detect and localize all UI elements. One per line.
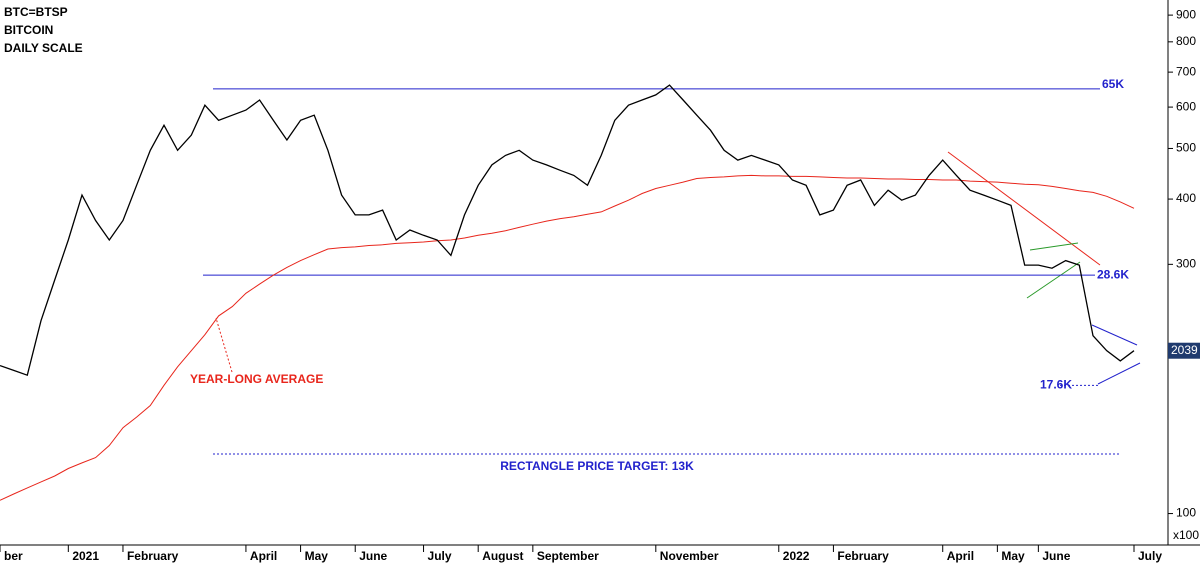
x-tick-label: September: [537, 549, 599, 563]
average-line: [0, 174, 1135, 501]
callout-line: [215, 317, 233, 373]
price-line: [0, 84, 1135, 377]
y-tick-label: 900: [1176, 7, 1196, 21]
x-tick-label: April: [250, 549, 277, 563]
x-tick-label: July: [1138, 549, 1162, 563]
target-label: RECTANGLE PRICE TARGET: 13K: [500, 459, 694, 473]
average-label: YEAR-LONG AVERAGE: [190, 372, 323, 386]
y-unit: x100: [1173, 528, 1199, 542]
triangle-line: [1026, 261, 1081, 299]
x-tick-label: February: [127, 549, 179, 563]
title-line: DAILY SCALE: [4, 41, 83, 55]
level-label: 28.6K: [1097, 267, 1129, 281]
pennant-line: [1097, 362, 1141, 385]
level-label: 65K: [1102, 77, 1124, 91]
y-tick-label: 700: [1176, 64, 1196, 78]
x-tick-label: February: [837, 549, 889, 563]
y-tick-label: 600: [1176, 99, 1196, 113]
x-tick-label: June: [1042, 549, 1070, 563]
x-tick-label: November: [660, 549, 719, 563]
triangle-line: [1029, 242, 1079, 251]
level-label: 17.6K: [1040, 377, 1072, 391]
x-tick-label: July: [428, 549, 452, 563]
title-line: BITCOIN: [4, 23, 53, 37]
x-tick-label: August: [482, 549, 523, 563]
trend-line: [947, 151, 1101, 266]
y-tick-label: 400: [1176, 191, 1196, 205]
x-tick-label: June: [359, 549, 387, 563]
x-tick-label: May: [305, 549, 329, 563]
last-price-box: [1168, 342, 1200, 359]
y-tick-label: 800: [1176, 34, 1196, 48]
title-line: BTC=BTSP: [4, 5, 68, 19]
x-tick-label: ber: [4, 549, 23, 563]
x-tick-label: 2021: [72, 549, 99, 563]
x-tick-label: April: [947, 549, 974, 563]
x-tick-label: 2022: [783, 549, 810, 563]
y-tick-label: 300: [1176, 257, 1196, 271]
y-tick-label: 100: [1176, 506, 1196, 520]
last-price-label: 2039: [1171, 343, 1198, 357]
y-tick-label: 500: [1176, 141, 1196, 155]
pennant-line: [1091, 324, 1138, 346]
x-tick-label: May: [1001, 549, 1025, 563]
